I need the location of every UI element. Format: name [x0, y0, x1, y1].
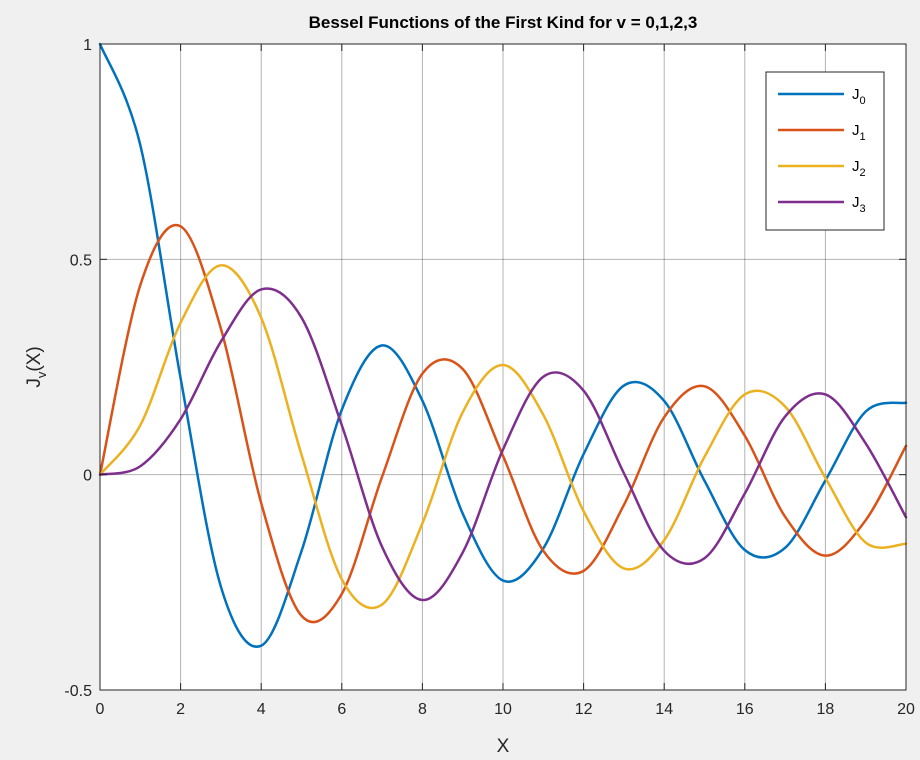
legend-label-j1: J1 [852, 122, 866, 143]
series-line-j0 [98, 42, 908, 648]
svg-text:Jv(X): Jv(X) [24, 346, 49, 387]
legend-label-j0: J0 [852, 86, 866, 107]
y-tick-label: 0.5 [70, 252, 92, 269]
x-tick-label: 16 [736, 701, 754, 718]
x-axis-label: X [497, 736, 510, 757]
legend-label-j3: J3 [852, 194, 866, 215]
series-lines [98, 42, 908, 648]
x-tick-label: 6 [337, 701, 346, 718]
ticks: 0 2 4 6 8 10 12 14 16 18 20-0.500.51 [64, 37, 915, 718]
series-line-j3 [98, 287, 908, 602]
x-tick-label: 14 [655, 701, 673, 718]
series-line-j1 [98, 223, 908, 624]
x-tick-label: 20 [897, 701, 915, 718]
legend-entries: J0 J1 J2 J3 [778, 86, 866, 215]
y-axis-label-main: J [24, 378, 45, 388]
y-tick-label: 0 [83, 468, 92, 485]
legend: J0 J1 J2 J3 [765, 71, 885, 231]
y-tick-label: 1 [83, 37, 92, 54]
y-tick-label: -0.5 [64, 683, 92, 700]
x-tick-label: 0 [96, 701, 105, 718]
chart-title: Bessel Functions of the First Kind for v… [309, 13, 698, 32]
x-tick-label: 8 [418, 701, 427, 718]
x-tick-label: 10 [494, 701, 512, 718]
y-axis-label-suffix: (X) [24, 346, 45, 371]
x-tick-label: 2 [176, 701, 185, 718]
legend-box [765, 71, 885, 231]
x-tick-label: 12 [575, 701, 593, 718]
legend-label-j2: J2 [852, 158, 866, 179]
x-tick-label: 18 [817, 701, 835, 718]
y-axis-label: Jv(X) [24, 346, 49, 387]
x-tick-label: 4 [257, 701, 266, 718]
series-line-j2 [98, 264, 908, 610]
y-axis-label-subscript: v [34, 371, 49, 378]
